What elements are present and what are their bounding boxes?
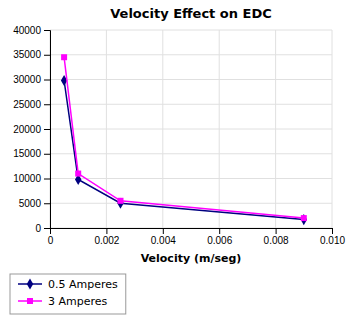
y-axis-tick-label: 0 [35,223,41,234]
series-marker [61,54,67,60]
grid-line-y [50,153,332,154]
y-axis-tick-mark [44,179,50,180]
x-axis-tick-label: 0.004 [151,235,176,246]
grid-line-y [50,178,332,179]
y-axis-tick: 0 [35,223,50,234]
y-axis-tick: 10000 [13,173,50,184]
y-axis-tick: 20000 [13,124,50,135]
x-axis-title: Velocity (m/seg) [141,252,242,265]
legend-frame [10,274,126,314]
y-axis-line [44,31,51,229]
x-axis-tick-label: 0.006 [207,235,232,246]
y-axis-tick-mark [44,30,50,31]
y-axis-tick-label: 40000 [13,25,41,36]
legend-label: 0.5 Amperes [48,278,118,291]
y-axis-tick-label: 35000 [13,49,41,60]
x-axis-tick-mark [106,228,107,234]
y-axis-tick-mark [44,154,50,155]
x-axis-tick-mark [219,228,220,234]
series-line [64,80,304,219]
series-marker [118,198,124,204]
legend-marker [27,298,33,304]
x-axis-line [51,229,333,235]
legend-marker [27,278,33,289]
grid-line-y [50,79,332,80]
legend-item: 0.5 Amperes [18,278,118,291]
grid-line-y [50,203,332,204]
data [61,54,307,225]
y-axis-tick: 40000 [13,25,50,36]
legend-label: 3 Amperes [48,295,108,308]
x-axis-tick-mark [276,228,277,234]
x-axis: 0 0.002 0.004 0.006 0.008 0.010 [48,228,346,246]
grid-line-y [50,54,332,55]
y-axis-tick-label: 10000 [13,173,41,184]
y-axis-tick-mark [44,104,50,105]
x-axis-tick: 0.010 [320,228,345,246]
chart: 0 0.002 0.004 0.006 0.008 0.010 0 5000 10000 1500… [0,0,350,322]
y-axis-tick-mark [44,80,50,81]
y-axis-tick-mark [44,55,50,56]
x-axis-tick: 0.008 [264,228,289,246]
plot: 0 0.002 0.004 0.006 0.008 0.010 0 5000 10000 1500… [13,25,345,246]
series-marker [301,215,307,221]
y-axis-tick-label: 5000 [19,198,42,209]
series-line [64,57,304,218]
x-axis-tick-label: 0.010 [320,235,345,246]
y-axis-tick-mark [44,129,50,130]
x-axis-tick-mark [163,228,164,234]
y-axis-tick-label: 25000 [13,99,41,110]
grid-line-y [50,129,332,130]
y-axis-tick-label: 20000 [13,124,41,135]
legend-item: 3 Amperes [18,295,108,308]
x-axis-tick-label: 0.008 [264,235,289,246]
series-marker [75,171,81,177]
y-axis-tick: 15000 [13,148,50,159]
x-axis-tick: 0.004 [151,228,176,246]
y-axis-tick-mark [44,228,50,229]
y-axis-tick-label: 30000 [13,74,41,85]
x-axis-tick-label: 0.002 [94,235,119,246]
x-axis-tick: 0.002 [94,228,119,246]
y-axis-tick: 5000 [19,198,50,209]
title: Velocity Effect on EDC [110,6,272,21]
x-axis-tick: 0 [48,228,54,246]
grid [50,30,332,228]
y-axis-tick-mark [44,203,50,204]
legend: 0.5 Amperes 3 Amperes [10,274,126,314]
x-axis-tick-label: 0 [48,235,54,246]
y-axis-tick: 30000 [13,74,50,85]
y-axis-tick: 35000 [13,49,50,60]
series-marker [301,214,307,225]
x-axis-tick: 0.006 [207,228,232,246]
y-axis-tick: 25000 [13,99,50,110]
y-axis-tick-label: 15000 [13,148,41,159]
x-axis-tick-mark [332,228,333,234]
y-axis: 0 5000 10000 15000 20000 25000 30000 35000 40000 [13,25,50,234]
series-marker [117,198,123,209]
grid-line-y [50,30,332,31]
grid-line-y [50,104,332,105]
